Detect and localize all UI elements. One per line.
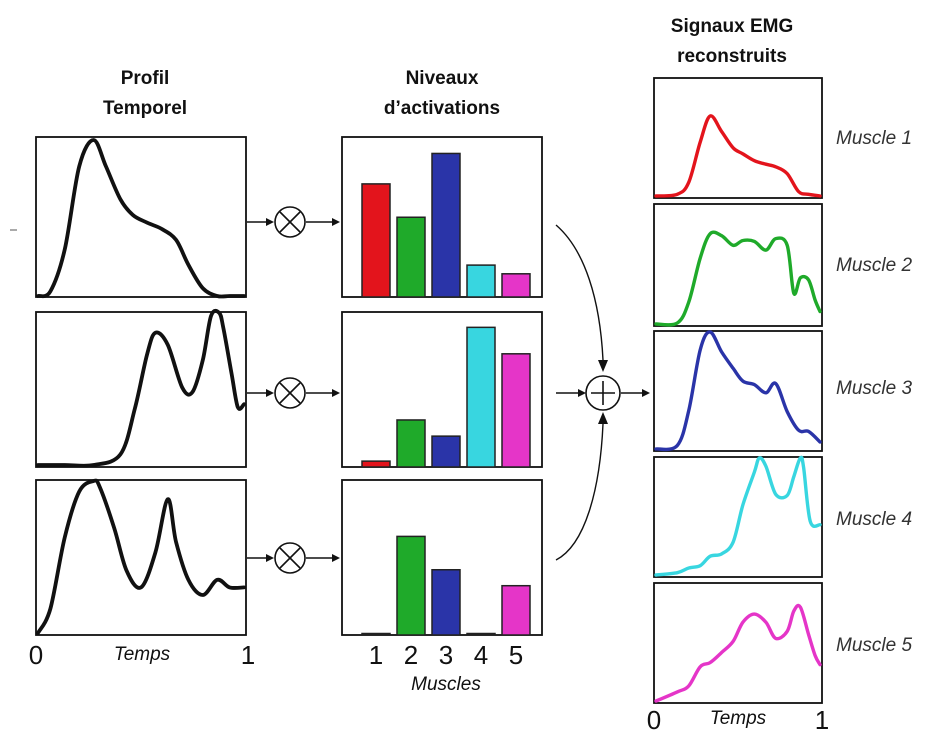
temporal-profile-curve-3: [36, 478, 246, 635]
emg-panel-3: [653, 330, 823, 452]
activation-bars-2: [361, 326, 531, 468]
activation-bar-muscle-2: [396, 419, 426, 468]
activation-bar-muscle-5: [501, 353, 531, 468]
temporal-profile-panel-1: [35, 136, 247, 298]
arrowhead: [598, 360, 608, 372]
emg-curve-muscle-4: [654, 455, 822, 577]
multiply-icon: [279, 382, 301, 404]
activation-bar-muscle-2: [396, 535, 426, 636]
muscle-tick-2: 2: [404, 640, 418, 670]
arrowhead: [266, 389, 274, 397]
arrow-bars3-to-sum: [555, 423, 604, 561]
emg-curve-muscle-5: [654, 603, 822, 703]
arrowhead: [266, 218, 274, 226]
emg-panel-5: [653, 582, 823, 704]
activation-bar-muscle-3: [431, 435, 461, 468]
activation-bar-muscle-5: [501, 584, 531, 636]
muscle-label-3: Muscle 3: [836, 378, 912, 399]
emg-curve-muscle-1: [654, 114, 822, 198]
activation-bar-muscle-1: [361, 460, 391, 468]
activation-bars-3: [361, 535, 531, 636]
emg-curve-muscle-3: [654, 330, 822, 452]
muscle-tick-1: 1: [369, 640, 383, 670]
emg-panel-4: [653, 456, 823, 578]
arrowhead: [642, 389, 650, 397]
activation-header-line2: d’activations: [384, 98, 500, 119]
muscle-label-5: Muscle 5: [836, 635, 912, 656]
activation-bar-muscle-5: [501, 273, 531, 298]
time-axis-end: 1: [241, 640, 255, 670]
temporal-profile-header-line2: Temporel: [103, 98, 187, 119]
arrowhead: [332, 218, 340, 226]
muscle-label-4: Muscle 4: [836, 509, 912, 530]
activation-bar-muscle-4: [466, 326, 496, 468]
activation-bar-muscle-1: [361, 183, 391, 298]
activation-panels: [341, 136, 543, 636]
muscle-tick-4: 4: [474, 640, 488, 670]
emg-time-axis-label: Temps: [710, 708, 767, 729]
time-axis-start: 0: [29, 640, 43, 670]
emg-time-axis-start: 0: [647, 705, 661, 733]
arrowhead: [578, 389, 586, 397]
sum-operator: [555, 224, 650, 561]
activation-bar-muscle-4: [466, 632, 496, 636]
activation-bars-1: [361, 152, 531, 298]
time-axis-label: Temps: [114, 644, 171, 665]
emg-header-line2: reconstruits: [677, 46, 787, 67]
temporal-profile-panels: [10, 136, 247, 636]
activation-bar-muscle-4: [466, 264, 496, 298]
temporal-profile-curve-2: [36, 308, 246, 468]
activation-bar-muscle-2: [396, 216, 426, 298]
emg-panels: [653, 77, 823, 704]
arrowhead: [266, 554, 274, 562]
arrowhead: [598, 412, 608, 424]
activation-bar-muscle-3: [431, 152, 461, 298]
muscle-label-2: Muscle 2: [836, 255, 912, 276]
temporal-profile-header-line1: Profil: [121, 68, 170, 89]
muscle-tick-5: 5: [509, 640, 523, 670]
multiply-operators: [247, 206, 340, 574]
muscle-tick-3: 3: [439, 640, 453, 670]
emg-curve-muscle-2: [654, 230, 822, 327]
activation-bar-muscle-3: [431, 569, 461, 636]
emg-time-axis-end: 1: [815, 705, 829, 733]
temporal-profile-panel-3: [35, 479, 247, 636]
arrowhead: [332, 389, 340, 397]
muscle-label-1: Muscle 1: [836, 128, 912, 149]
activation-bar-muscle-1: [361, 632, 391, 636]
emg-panel-1: [653, 77, 823, 199]
multiply-icon: [279, 547, 301, 569]
muscle-axis-label: Muscles: [411, 674, 481, 695]
multiply-icon: [279, 211, 301, 233]
temporal-profile-curve-1: [36, 138, 246, 299]
arrowhead: [332, 554, 340, 562]
activation-header-line1: Niveaux: [406, 68, 479, 89]
emg-panel-2: [653, 203, 823, 327]
emg-header-line1: Signaux EMG: [671, 16, 793, 37]
arrow-bars1-to-sum: [555, 224, 604, 361]
